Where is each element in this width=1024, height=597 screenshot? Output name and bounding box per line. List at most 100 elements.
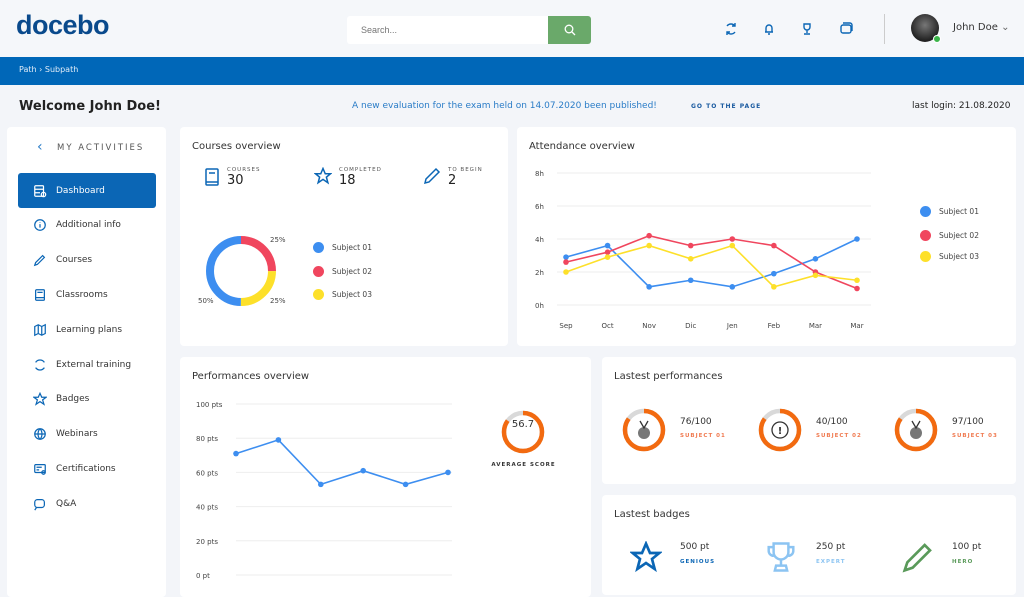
data-point — [854, 285, 860, 292]
search-box — [347, 16, 591, 44]
sidebar-item-label: External training — [56, 359, 132, 370]
data-point — [563, 259, 569, 265]
legend-subject-02: Subject 02 — [920, 230, 979, 241]
data-point — [445, 469, 451, 476]
data-point — [771, 270, 777, 277]
subject-label: SUBJECT 01 — [680, 433, 726, 439]
x-tick-label: Feb — [768, 322, 781, 330]
legend-subject-01: Subject 01 — [920, 206, 979, 217]
legend-subject-02: Subject 02 — [313, 266, 372, 277]
sidebar-item-label: Badges — [56, 394, 90, 405]
data-point — [563, 254, 569, 260]
data-point — [646, 232, 652, 239]
star-badge-icon — [630, 541, 662, 573]
data-point — [812, 272, 819, 279]
x-tick-label: Sep — [559, 322, 573, 330]
sidebar-item-label: Courses — [56, 255, 93, 266]
score: 97/100 — [952, 417, 984, 427]
medal-ribbon-icon — [911, 420, 921, 430]
performances-overview-card: Performances overview 0 pt 20 pts 40 pts 60… — [180, 357, 591, 597]
pencil-icon — [32, 253, 48, 267]
sidebar-item-courses[interactable]: Courses — [18, 243, 156, 278]
sidebar-item-dashboard[interactable]: Dashboard — [18, 173, 156, 208]
subject-label: SUBJECT 02 — [816, 433, 862, 439]
go-to-page-link[interactable]: GO TO THE PAGE — [691, 103, 762, 110]
data-point — [360, 467, 366, 474]
performance-line-chart: 0 pt 20 pts 40 pts 60 pts 80 pts 100 pts — [196, 401, 545, 580]
badge-points: 250 pt — [816, 542, 846, 552]
stat-courses: COURSES 30 — [204, 167, 260, 188]
sidebar-item-badges[interactable]: Badges — [18, 382, 156, 417]
x-tick-label: Mar — [809, 322, 822, 330]
sidebar-item-learning-plans[interactable]: Learning plans — [18, 312, 156, 347]
badge-item: 500 pt GENIOUS — [680, 542, 715, 565]
search-icon — [564, 24, 575, 36]
card-title: Lastest performances — [614, 371, 723, 382]
donut-label: 50% — [198, 297, 214, 305]
y-tick-label: 40 pts — [196, 504, 218, 512]
sidebar-item-label: Certifications — [56, 463, 116, 474]
data-point — [233, 450, 239, 457]
stat-label: COMPLETED — [339, 167, 382, 173]
donut-label: 25% — [270, 297, 286, 305]
stat-value: 30 — [227, 173, 244, 188]
user-menu[interactable]: John Doe ⌄ — [953, 22, 1009, 33]
breadcrumb: Path › Subpath — [19, 65, 78, 74]
bell-icon[interactable] — [760, 20, 778, 38]
book-icon — [205, 168, 219, 186]
data-point — [318, 481, 324, 488]
breadcrumb-bar — [0, 57, 1024, 85]
data-point — [646, 242, 652, 249]
data-point — [854, 277, 860, 284]
breadcrumb-subpath[interactable]: Subpath — [44, 65, 79, 74]
alert-icon — [771, 421, 789, 439]
y-tick-label: 4h — [535, 236, 544, 244]
score-ring-fill — [894, 408, 938, 452]
sidebar-item-label: Additional info — [56, 220, 121, 231]
series-line-1 — [565, 238, 858, 288]
legend-subject-01: Subject 01 — [313, 242, 372, 253]
chevron-down-icon: ⌄ — [1001, 22, 1010, 33]
y-tick-label: 100 pts — [196, 401, 223, 409]
sidebar-item-label: Learning plans — [56, 324, 123, 335]
back-chevron-icon[interactable]: ‹ — [37, 139, 43, 155]
sync-icon — [32, 358, 48, 372]
y-tick-label: 20 pts — [196, 538, 218, 546]
last-login: last login: 21.08.2020 — [912, 101, 1011, 111]
attendance-overview-card: Attendance overview 0h 2h 4h 6h 8h Sep Oct Nov D… — [517, 127, 1016, 346]
badge-name: HERO — [952, 559, 974, 565]
performance-item: 76/100 SUBJECT 01 — [680, 417, 726, 439]
data-point — [687, 256, 694, 262]
score-rings: ! — [622, 408, 938, 452]
sidebar-item-certifications[interactable]: Certifications — [18, 451, 156, 486]
y-tick-label: 0h — [535, 302, 544, 310]
medal-icon — [638, 427, 650, 439]
latest-performances-card: Lastest performances ! 76/100 SUBJECT 01 4… — [602, 357, 1016, 484]
chat-icon[interactable] — [837, 20, 855, 38]
sync-icon[interactable] — [722, 20, 740, 38]
trophy-badge-icon — [767, 542, 795, 572]
sidebar-item-additional-info[interactable]: Additional info — [18, 208, 156, 243]
map-icon — [32, 323, 48, 337]
card-title: Attendance overview — [529, 141, 635, 152]
search-input[interactable] — [347, 16, 547, 44]
sidebar-item-q-a[interactable]: Q&A — [18, 486, 156, 521]
data-point — [687, 277, 694, 284]
courses-overview-card: Courses overview COURSES 30 COMPLETED 18 T… — [180, 127, 508, 346]
trophy-icon[interactable] — [798, 20, 816, 38]
badge-points: 500 pt — [680, 542, 710, 552]
star-icon — [32, 392, 48, 406]
data-point — [275, 437, 282, 443]
sidebar-item-webinars[interactable]: Webinars — [18, 417, 156, 452]
breadcrumb-path[interactable]: Path — [19, 65, 37, 74]
notification-text: A new evaluation for the exam held on 14… — [352, 101, 657, 111]
online-status-dot — [933, 35, 941, 43]
sidebar-item-label: Q&A — [56, 498, 77, 509]
docebo-logo[interactable]: docebo — [16, 10, 110, 40]
sidebar-item-classrooms[interactable]: Classrooms — [18, 277, 156, 312]
sidebar-item-external-training[interactable]: External training — [18, 347, 156, 382]
medal-ribbon-icon — [639, 420, 649, 430]
x-tick-label: Nov — [642, 322, 656, 330]
search-button[interactable] — [548, 16, 591, 44]
data-point — [729, 236, 736, 242]
